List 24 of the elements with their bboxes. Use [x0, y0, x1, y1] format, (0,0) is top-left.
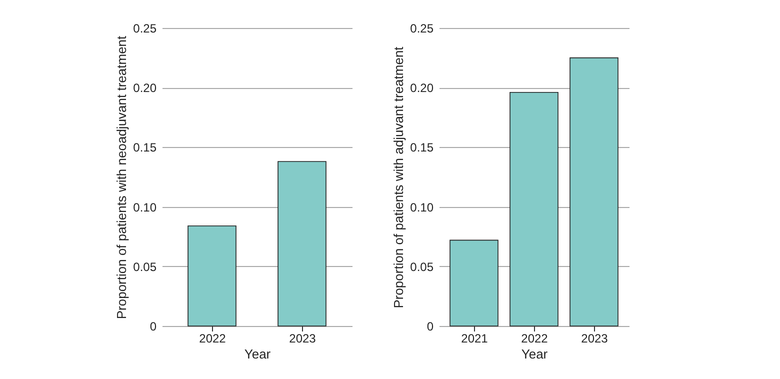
x-axis-title: Year	[521, 346, 548, 362]
y-tick-label: 0.15	[410, 140, 434, 155]
y-tick-label: 0.05	[410, 260, 434, 274]
x-tick-label: 2023	[581, 332, 608, 346]
y-tick-label: 0.15	[133, 140, 157, 155]
x-tick-label: 2023	[289, 332, 316, 346]
y-tick-label: 0.25	[410, 22, 434, 36]
y-tick-label: 0	[150, 320, 157, 334]
bar	[570, 57, 618, 326]
bar	[450, 240, 498, 326]
y-axis-title: Proportion of patients with adjuvant treatment	[391, 46, 406, 308]
y-tick-label: 0.20	[133, 81, 157, 96]
x-axis-title: Year	[244, 346, 272, 362]
bar	[510, 92, 558, 326]
y-tick-label: 0.10	[133, 200, 157, 214]
y-tick-label: 0.05	[133, 260, 157, 274]
x-tick-label: 2022	[199, 332, 226, 346]
y-axis-title: Proportion of patients with neoadjuvant treatment	[114, 35, 130, 320]
y-tick-label: 0.20	[410, 81, 434, 96]
x-tick-label: 2021	[461, 332, 488, 346]
y-tick-label: 0.10	[410, 200, 434, 214]
x-tick-label: 2022	[521, 332, 548, 346]
y-tick-label: 0.25	[133, 22, 157, 36]
y-tick-label: 0	[426, 320, 434, 334]
